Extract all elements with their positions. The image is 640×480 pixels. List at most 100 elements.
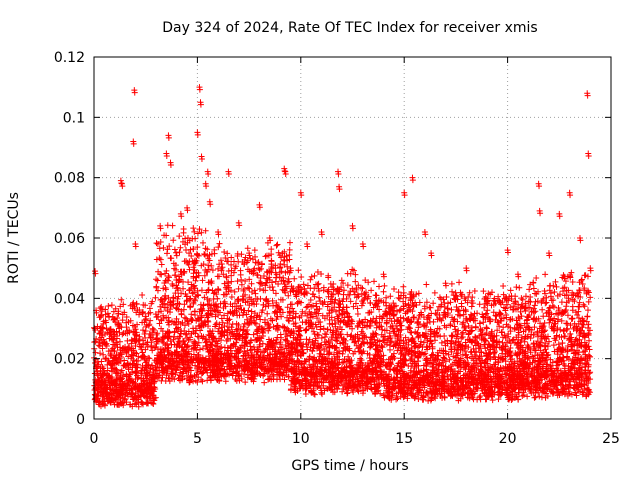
scatter-point-cloud [196,226,203,233]
scatter-point-cloud [120,371,127,378]
scatter-point-cloud [100,365,107,372]
scatter-point-cloud [138,399,145,406]
scatter-point-cloud [371,278,378,285]
scatter-point-cloud [176,339,183,346]
scatter-point-cloud [376,283,383,290]
scatter-point-cloud [109,382,116,389]
scatter-point-cloud [125,393,131,400]
scatter-point-cloud [117,400,124,407]
scatter-point-cloud [105,374,112,381]
scatter-point-cloud [99,345,106,352]
scatter-point-cloud [318,335,325,342]
scatter-point-cloud [201,251,208,258]
scatter-point-cloud [169,222,176,229]
scatter-point-cloud [228,294,235,301]
scatter-point-cloud [128,386,135,393]
scatter-point-cloud [299,319,306,326]
scatter-point-cloud [136,333,143,340]
scatter-point-cloud [173,315,180,322]
scatter-point-cloud [151,344,158,351]
scatter-point-cloud [180,285,187,292]
scatter-point-cloud [114,370,121,377]
scatter-point-cloud [140,301,147,308]
scatter-point-cloud [103,325,110,332]
scatter-point-cloud [119,331,126,338]
scatter-point-cloud [195,339,202,346]
scatter-point-cloud [180,306,187,313]
scatter-point-cloud [133,358,140,365]
scatter-point-cloud [91,396,98,403]
scatter-point-cloud [117,347,124,354]
scatter-point-cloud [130,396,137,403]
scatter-point-cloud [257,295,264,302]
scatter-point-cloud [369,318,376,325]
scatter-point-cloud [264,310,271,317]
scatter-point-cloud [156,255,163,262]
scatter-point-cloud [196,346,203,353]
scatter-point-cloud [286,239,293,246]
scatter-point-cloud [96,397,103,404]
scatter-point-cloud [167,309,174,316]
scatter-point-cloud [110,308,117,315]
scatter-point-cloud [110,387,117,394]
scatter-point-cloud [166,329,173,336]
scatter-point-cloud [168,370,175,377]
scatter-point-cloud [142,328,149,335]
scatter-point-cloud [97,350,104,357]
scatter-point-cloud [367,299,374,306]
scatter-point-cloud [118,351,125,358]
scatter-point-cloud [111,365,118,372]
scatter-point-cloud [270,287,277,294]
scatter-point-cloud [138,392,145,399]
scatter-point-cloud [400,283,407,290]
scatter-point-cloud [114,314,121,321]
scatter-point-cloud [140,377,147,384]
scatter-point-cloud [181,301,188,308]
scatter-point-cloud [143,341,150,348]
scatter-point-cloud [190,246,197,253]
scatter-point-cloud [177,244,184,251]
scatter-point-cloud [214,273,221,280]
scatter-point-cloud [142,387,149,394]
scatter-point-cloud [299,308,306,315]
scatter-point-cloud [166,375,173,382]
scatter-point-cloud [415,290,422,297]
scatter-point-cloud [156,245,163,252]
scatter-point-cloud [391,286,398,293]
scatter-point-cloud [146,321,153,328]
scatter-point-cloud [157,256,164,263]
scatter-point-cloud [507,287,514,294]
scatter-point-cloud [134,321,141,328]
scatter-point-cloud [132,331,139,338]
scatter-point-cloud [119,317,126,324]
scatter-point-cloud [162,293,169,300]
scatter-point-cloud [359,285,366,292]
scatter-point-cloud [250,331,257,338]
scatter-point-cloud [489,397,496,404]
scatter-point-cloud [132,375,139,382]
scatter-point-cloud [95,342,102,349]
scatter-point-cloud [113,390,120,397]
scatter-point-cloud [165,335,172,342]
scatter-point-cloud [142,364,149,371]
scatter-point-cloud [128,340,135,347]
scatter-point-cloud [120,301,127,308]
scatter-point-cloud [177,369,184,376]
scatter-point-cloud [117,303,124,310]
scatter-point-cloud [468,303,475,310]
scatter-point-cloud [94,387,101,394]
scatter-point-cloud [122,330,129,337]
scatter-point-cloud [261,379,268,386]
scatter-point-cloud [512,293,519,300]
scatter-point-cloud [315,332,322,339]
scatter-point-cloud [145,361,152,368]
scatter-point-cloud [108,302,115,309]
scatter-point-cloud [394,395,401,402]
scatter-point-cloud [97,403,104,410]
scatter-point-cloud [99,393,106,400]
scatter-point-cloud [120,382,127,389]
chart-title: Day 324 of 2024, Rate Of TEC Index for r… [162,20,537,36]
scatter-point-cloud [102,330,109,337]
scatter-point-cloud [308,273,315,280]
